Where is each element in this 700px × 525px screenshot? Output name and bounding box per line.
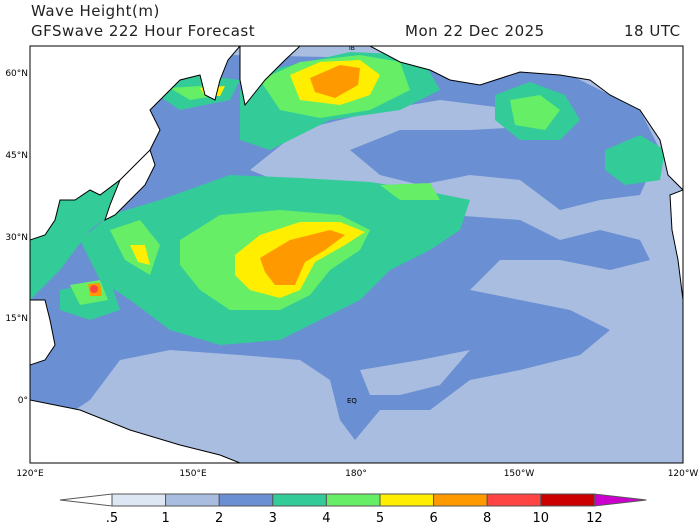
colorbar-tick-label: 1 xyxy=(161,511,169,525)
colorbar-tick-label: 3 xyxy=(269,511,277,525)
lon-labels: 120°E 150°E 180° 150°W 120°W xyxy=(16,469,698,479)
colorbar-tick-label: 8 xyxy=(483,511,491,525)
colorbar-tick-label: 4 xyxy=(322,511,330,525)
lat-label-60n: 60°N xyxy=(5,69,28,79)
colorbar-swatch xyxy=(111,493,167,507)
lat-label-15n: 15°N xyxy=(5,314,28,324)
colorbar-swatch xyxy=(165,493,220,507)
chart-subtitle: GFSwave 222 Hour Forecast xyxy=(31,22,256,40)
colorbar-swatch xyxy=(540,493,595,507)
valid-date: Mon 22 Dec 2025 xyxy=(405,22,545,40)
colorbar-swatch xyxy=(272,493,327,507)
lon-label-120e: 120°E xyxy=(16,469,44,479)
equator-label: EQ xyxy=(347,397,357,405)
lat-labels: 60°N 45°N 30°N 15°N 0° xyxy=(5,69,28,406)
colorbar: .5 1 2 3 4 5 6 8 10 12 xyxy=(59,493,647,525)
colorbar-swatch xyxy=(218,493,274,507)
colorbar-tick-label: 12 xyxy=(586,511,603,525)
colorbar-swatch xyxy=(379,493,435,507)
asia-land xyxy=(30,46,241,241)
colorbar-swatch xyxy=(325,493,381,507)
colorbar-arrow-low xyxy=(59,493,113,507)
lat-label-0: 0° xyxy=(18,396,28,406)
colorbar-tick-label: 10 xyxy=(533,511,550,525)
field-1-2-south xyxy=(360,350,470,395)
lon-label-150e: 150°E xyxy=(179,469,207,479)
chart-title: Wave Height(m) xyxy=(31,2,160,20)
lon-label-120w: 120°W xyxy=(668,469,699,479)
america-land xyxy=(669,189,683,301)
colorbar-swatch xyxy=(433,493,488,507)
lon-label-150w: 150°W xyxy=(504,469,535,479)
colorbar-tick-label: 5 xyxy=(376,511,384,525)
kamchatka-land xyxy=(239,46,301,107)
colorbar-swatch xyxy=(486,493,542,507)
pole-label: IB xyxy=(349,45,355,52)
valid-time: 18 UTC xyxy=(624,22,681,40)
colorbar-tick-label: 2 xyxy=(215,511,223,525)
colorbar-arrow-high xyxy=(593,493,647,507)
japan-land xyxy=(104,149,156,221)
lat-label-30n: 30°N xyxy=(5,233,28,243)
philippines-land xyxy=(30,299,56,366)
field-6-8 xyxy=(88,65,360,296)
lon-label-180: 180° xyxy=(345,469,367,479)
field-4-5 xyxy=(70,55,560,310)
alaska-land xyxy=(369,46,683,191)
field-8-10 xyxy=(90,285,98,293)
colorbar-tick-label: .5 xyxy=(106,511,118,525)
lat-label-45n: 45°N xyxy=(5,151,28,161)
colorbar-tick-label: 6 xyxy=(429,511,437,525)
new-guinea-land xyxy=(30,399,241,463)
